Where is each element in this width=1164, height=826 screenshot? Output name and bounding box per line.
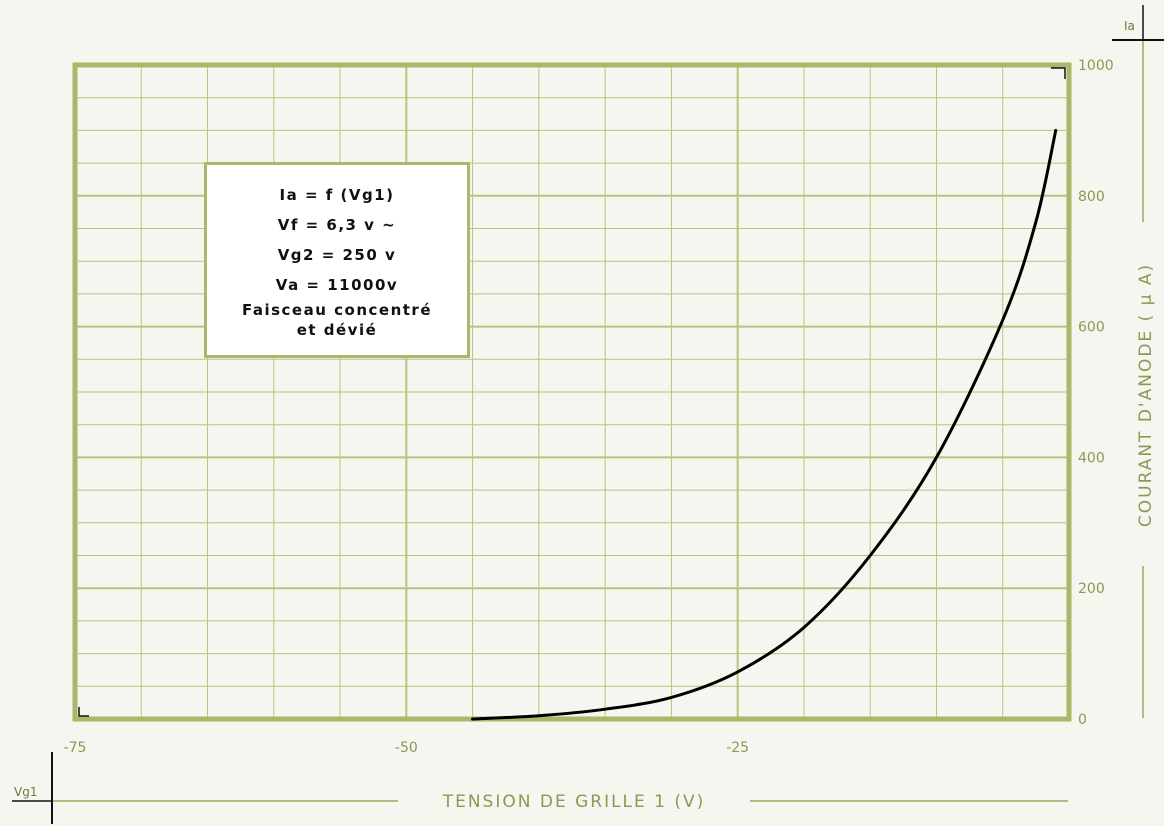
legend-line-6: et dévié bbox=[296, 321, 378, 339]
y-axis-title: COURANT D'ANODE ( µ A) bbox=[1136, 263, 1156, 527]
x-tick-label: -75 bbox=[64, 740, 87, 756]
x-tick-label: -25 bbox=[726, 740, 749, 756]
legend-line-2: Vf = 6,3 v ~ bbox=[277, 216, 397, 234]
y-tick-label: 1000 bbox=[1078, 58, 1114, 74]
y-tick-label: 400 bbox=[1078, 450, 1105, 466]
x-tick-label: -50 bbox=[395, 740, 418, 756]
series-line bbox=[471, 128, 1058, 721]
x-axis-title: TENSION DE GRILLE 1 (V) bbox=[442, 792, 706, 812]
legend-box: Ia = f (Vg1) Vf = 6,3 v ~ Vg2 = 250 v Va… bbox=[204, 162, 470, 358]
x-axis-symbol: Vg1 bbox=[14, 785, 37, 799]
y-tick-label: 200 bbox=[1078, 581, 1105, 597]
plot-frame bbox=[72, 62, 1072, 722]
y-tick-labels: 0 200 400 600 800 1000 bbox=[1078, 58, 1114, 728]
corner-mark-top-right bbox=[1051, 67, 1066, 79]
legend-line-5: Faisceau concentré bbox=[241, 301, 432, 319]
y-tick-label: 600 bbox=[1078, 320, 1105, 336]
y-tick-label: 0 bbox=[1078, 712, 1087, 728]
legend-line-1: Ia = f (Vg1) bbox=[279, 186, 395, 204]
legend-line-4: Va = 11000v bbox=[275, 276, 399, 294]
chart-marks bbox=[471, 128, 1058, 721]
legend-line-3: Vg2 = 250 v bbox=[277, 246, 397, 264]
corner-mark-bottom-left bbox=[78, 707, 89, 717]
x-tick-labels: -75 -50 -25 bbox=[64, 740, 750, 756]
y-tick-label: 800 bbox=[1078, 189, 1105, 205]
y-axis-symbol: Ia bbox=[1124, 19, 1135, 33]
